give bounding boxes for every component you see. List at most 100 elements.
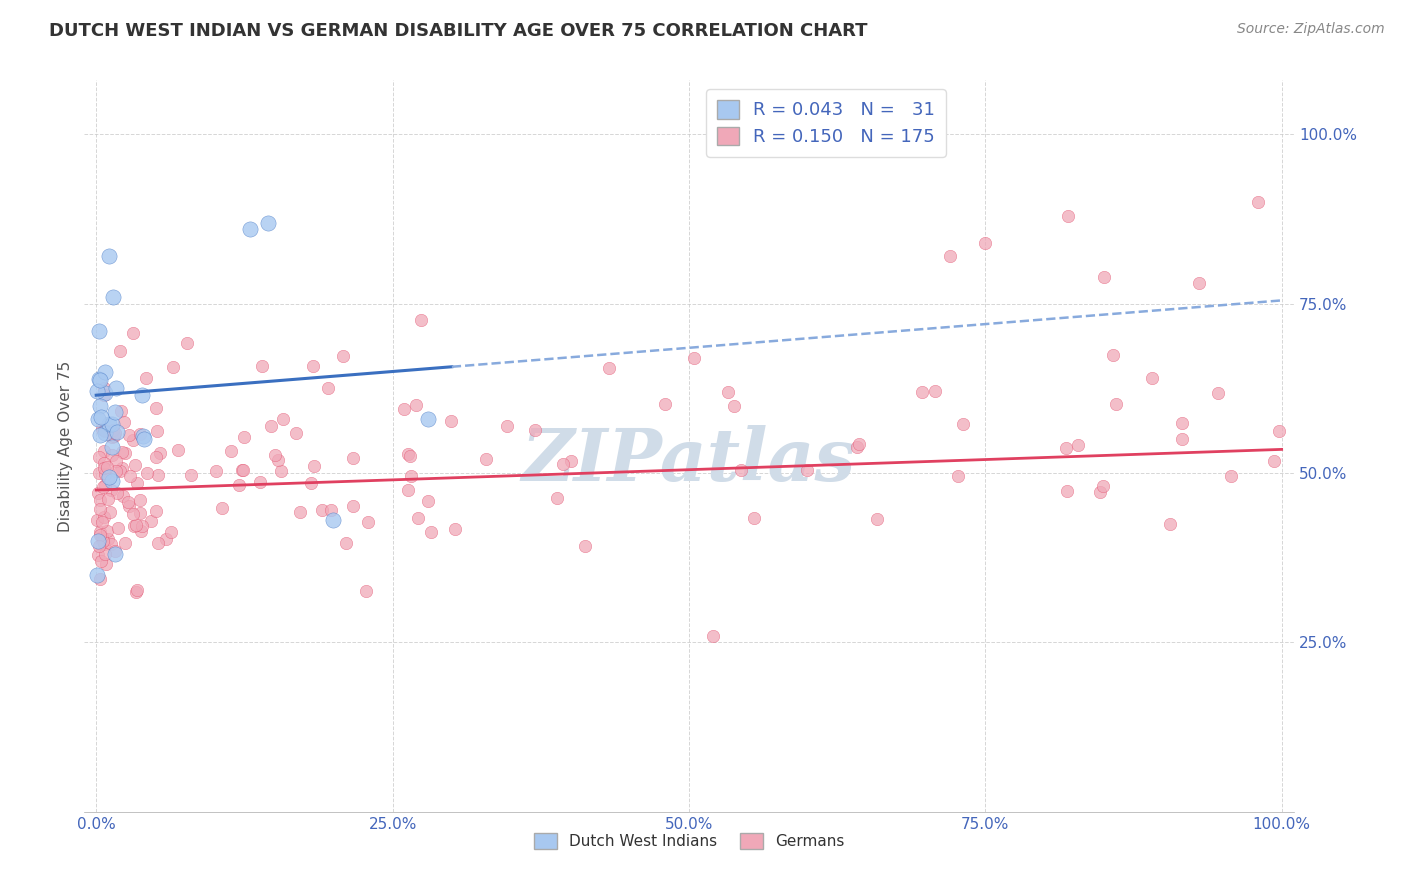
- Point: [299, 476, 322, 491]
- Point: [204, 464, 226, 478]
- Point: [717, 385, 740, 400]
- Point: [107, 521, 129, 535]
- Point: [105, 381, 128, 395]
- Point: [418, 412, 440, 426]
- Point: [396, 483, 419, 497]
- Point: [110, 404, 132, 418]
- Point: [96, 524, 118, 538]
- Point: [122, 433, 145, 447]
- Point: [1140, 370, 1163, 384]
- Point: [90, 554, 112, 568]
- Point: [101, 475, 124, 489]
- Point: [180, 468, 202, 483]
- Point: [110, 344, 132, 359]
- Point: [145, 401, 167, 416]
- Point: [354, 583, 377, 598]
- Point: [93, 385, 115, 400]
- Point: [129, 493, 152, 508]
- Point: [122, 519, 145, 533]
- Point: [86, 567, 108, 582]
- Point: [124, 458, 146, 472]
- Text: Source: ZipAtlas.com: Source: ZipAtlas.com: [1237, 22, 1385, 37]
- Y-axis label: Disability Age Over 75: Disability Age Over 75: [58, 360, 73, 532]
- Point: [257, 215, 280, 229]
- Point: [938, 249, 960, 263]
- Point: [101, 430, 124, 444]
- Point: [89, 524, 111, 539]
- Point: [232, 429, 254, 443]
- Point: [94, 547, 117, 561]
- Point: [560, 454, 582, 468]
- Point: [444, 522, 467, 536]
- Point: [1267, 425, 1289, 439]
- Point: [89, 539, 111, 553]
- Point: [1247, 195, 1270, 210]
- Point: [110, 445, 132, 459]
- Point: [420, 524, 443, 539]
- Point: [89, 371, 111, 385]
- Point: [114, 446, 136, 460]
- Point: [1091, 478, 1114, 492]
- Point: [86, 411, 108, 425]
- Point: [131, 519, 153, 533]
- Point: [125, 584, 148, 599]
- Point: [145, 450, 167, 465]
- Point: [132, 432, 155, 446]
- Point: [93, 423, 115, 437]
- Point: [406, 510, 429, 524]
- Point: [260, 418, 283, 433]
- Point: [86, 513, 108, 527]
- Point: [146, 425, 169, 439]
- Point: [846, 441, 869, 455]
- Point: [1054, 441, 1077, 455]
- Point: [335, 536, 357, 550]
- Point: [342, 500, 364, 514]
- Point: [411, 313, 433, 327]
- Point: [475, 452, 498, 467]
- Point: [162, 360, 184, 375]
- Text: DUTCH WEST INDIAN VS GERMAN DISABILITY AGE OVER 75 CORRELATION CHART: DUTCH WEST INDIAN VS GERMAN DISABILITY A…: [49, 22, 868, 40]
- Point: [1067, 438, 1090, 452]
- Point: [598, 361, 620, 376]
- Point: [101, 449, 124, 463]
- Point: [89, 528, 111, 542]
- Point: [322, 514, 344, 528]
- Point: [105, 454, 128, 468]
- Point: [105, 425, 128, 440]
- Point: [654, 396, 676, 410]
- Point: [131, 388, 153, 402]
- Point: [90, 530, 112, 544]
- Point: [103, 290, 125, 304]
- Point: [1092, 269, 1115, 284]
- Point: [93, 456, 115, 470]
- Point: [1090, 485, 1112, 500]
- Point: [96, 492, 118, 507]
- Point: [271, 412, 294, 426]
- Point: [129, 506, 152, 520]
- Point: [90, 410, 112, 425]
- Point: [98, 470, 121, 484]
- Point: [394, 402, 416, 417]
- Point: [93, 381, 115, 395]
- Point: [523, 424, 546, 438]
- Point: [396, 447, 419, 461]
- Point: [125, 475, 148, 490]
- Point: [98, 417, 121, 431]
- Point: [96, 557, 118, 571]
- Point: [136, 467, 159, 481]
- Point: [1057, 209, 1080, 223]
- Point: [1056, 484, 1078, 499]
- Point: [122, 508, 145, 522]
- Point: [96, 460, 118, 475]
- Point: [118, 427, 141, 442]
- Point: [405, 398, 427, 412]
- Point: [176, 335, 198, 350]
- Point: [93, 534, 115, 549]
- Point: [89, 372, 111, 386]
- Point: [100, 537, 122, 551]
- Point: [146, 468, 169, 483]
- Point: [1188, 277, 1211, 291]
- Point: [105, 464, 128, 478]
- Point: [101, 417, 124, 432]
- Point: [86, 384, 108, 398]
